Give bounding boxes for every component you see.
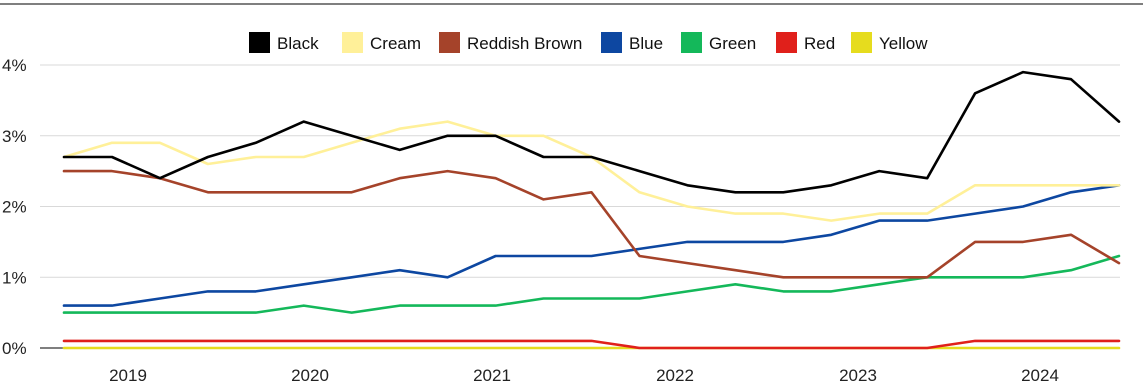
series-line-cream — [62, 120, 1121, 222]
legend-swatch-red — [776, 32, 797, 53]
legend-label-reddish-brown: Reddish Brown — [467, 34, 582, 53]
y-tick-label: 4% — [2, 56, 27, 75]
y-tick-label: 1% — [2, 268, 27, 287]
y-tick-label: 0% — [2, 339, 27, 358]
legend-swatch-yellow — [851, 32, 872, 53]
legend-swatch-cream — [342, 32, 363, 53]
legend-label-red: Red — [804, 34, 835, 53]
legend-label-yellow: Yellow — [879, 34, 928, 53]
x-tick-label: 2021 — [473, 366, 511, 385]
series-lines — [62, 70, 1121, 350]
series-line-blue — [62, 184, 1121, 307]
x-tick-label: 2022 — [656, 366, 694, 385]
legend-swatch-black — [249, 32, 270, 53]
legend-swatch-green — [681, 32, 702, 53]
series-line-red — [62, 339, 1121, 350]
x-tick-label: 2023 — [839, 366, 877, 385]
legend-label-green: Green — [709, 34, 756, 53]
x-tick-label: 2024 — [1021, 366, 1059, 385]
x-tick-label: 2020 — [291, 366, 329, 385]
grid — [40, 64, 1120, 349]
series-line-reddish-brown — [62, 169, 1121, 279]
y-tick-label: 3% — [2, 127, 27, 146]
legend-swatch-reddish-brown — [439, 32, 460, 53]
series-line-green — [62, 254, 1121, 314]
x-axis-ticks: 2019 2020 2021 2022 2023 2024 — [109, 366, 1059, 385]
legend-label-black: Black — [277, 34, 319, 53]
legend-label-blue: Blue — [629, 34, 663, 53]
y-axis-ticks: 0% 1% 2% 3% 4% — [2, 56, 27, 358]
legend: Black Cream Reddish Brown Blue Green Red Yello… — [249, 32, 928, 53]
x-tick-label: 2019 — [109, 366, 147, 385]
series-line-black — [62, 70, 1121, 194]
legend-swatch-blue — [601, 32, 622, 53]
legend-label-cream: Cream — [370, 34, 421, 53]
y-tick-label: 2% — [2, 198, 27, 217]
